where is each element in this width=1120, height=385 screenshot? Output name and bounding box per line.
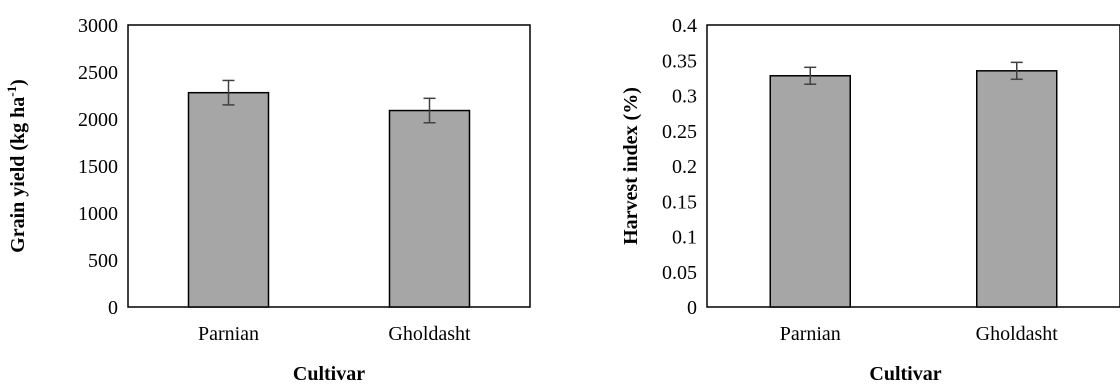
y-tick-label: 0 [108, 297, 118, 319]
y-axis-title: Grain yield (kg ha-1) [4, 79, 29, 253]
grain-yield-chart: 0 500 1000 1500 2000 2500 3000 Parnian Gholdasht… [4, 15, 531, 385]
y-axis-title-superscript: -1 [4, 86, 19, 97]
bar-gholdasht [976, 70, 1058, 308]
bar-parnian [769, 75, 851, 308]
harvest-index-chart: 0 0.05 0.1 0.15 0.2 0.25 0.3 0.35 0.4 Parnian Ghol… [620, 15, 1120, 385]
y-tick-label: 2500 [78, 62, 118, 84]
x-category-label: Gholdasht [976, 323, 1059, 345]
x-category-label: Gholdasht [388, 323, 471, 345]
y-tick-label: 0.4 [672, 15, 697, 37]
y-tick-label: 1000 [78, 203, 118, 225]
y-axis-title-main: Grain yield (kg ha [7, 97, 29, 253]
plot-frame [127, 24, 531, 308]
y-tick-label: 0.2 [672, 156, 697, 178]
y-tick-label: 500 [88, 250, 118, 272]
bar-gholdasht [388, 109, 471, 308]
y-tick-label: 0 [687, 297, 697, 319]
plot-frame [706, 24, 1120, 308]
y-tick-label: 0.05 [662, 262, 697, 284]
y-axis-title-end: ) [7, 79, 29, 86]
y-tick-label: 3000 [78, 15, 118, 37]
y-tick-label: 0.35 [662, 50, 697, 72]
y-tick-label: 0.15 [662, 191, 697, 213]
y-axis-title-main: Harvest index (%) [620, 87, 642, 245]
x-category-label: Parnian [780, 323, 841, 345]
y-tick-label: 2000 [78, 109, 118, 131]
y-tick-label: 0.3 [672, 86, 697, 108]
y-tick-label: 0.1 [672, 227, 697, 249]
x-axis-title: Cultivar [869, 363, 941, 385]
x-category-label: Parnian [198, 323, 259, 345]
bar-parnian [187, 91, 270, 308]
y-tick-label: 0.25 [662, 121, 697, 143]
y-tick-label: 1500 [78, 156, 118, 178]
y-axis-title: Harvest index (%) [620, 87, 642, 245]
x-axis-title: Cultivar [293, 363, 365, 385]
